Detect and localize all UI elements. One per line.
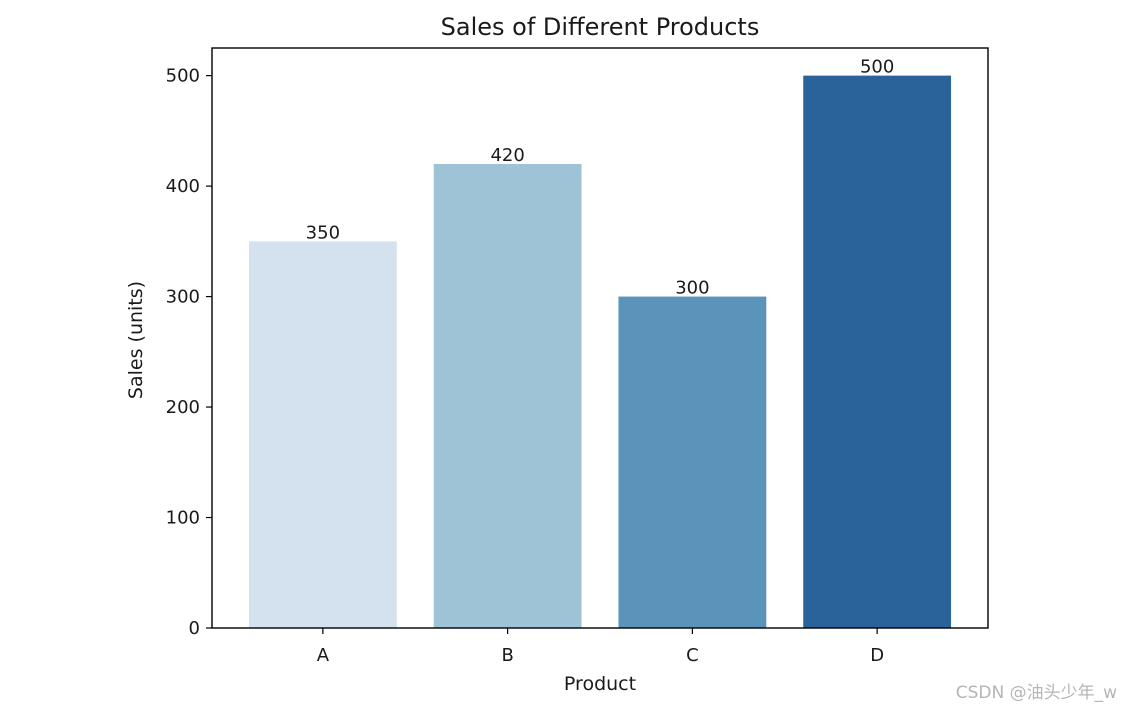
x-axis: A B C D: [317, 628, 884, 666]
watermark: CSDN @油头少年_w: [955, 683, 1117, 703]
data-label-c: 300: [675, 278, 709, 299]
bar-a: [248, 241, 397, 629]
data-labels-layer: 350 420 300 500: [306, 57, 895, 299]
data-label-b: 420: [490, 145, 524, 166]
x-axis-label: Product: [564, 673, 636, 695]
y-tick-label: 100: [166, 508, 200, 529]
data-label-d: 500: [860, 57, 894, 78]
bar-d: [803, 75, 952, 629]
bar-c: [618, 296, 767, 628]
data-label-a: 350: [306, 222, 340, 243]
x-tick-label: B: [501, 645, 513, 666]
bar-b: [433, 164, 582, 628]
x-tick-label: A: [317, 645, 330, 666]
x-tick-label: D: [870, 645, 884, 666]
y-axis: 0 100 200 300 400 500: [166, 66, 212, 639]
y-tick-label: 200: [166, 397, 200, 418]
y-axis-label: Sales (units): [125, 281, 147, 399]
y-tick-label: 0: [189, 618, 200, 639]
y-tick-label: 400: [166, 176, 200, 197]
bars-layer: [248, 75, 952, 629]
plot-frame: [211, 47, 989, 629]
x-tick-label: C: [686, 645, 699, 666]
y-tick-label: 500: [166, 66, 200, 87]
chart-title: Sales of Different Products: [441, 13, 760, 41]
y-tick-label: 300: [166, 287, 200, 308]
